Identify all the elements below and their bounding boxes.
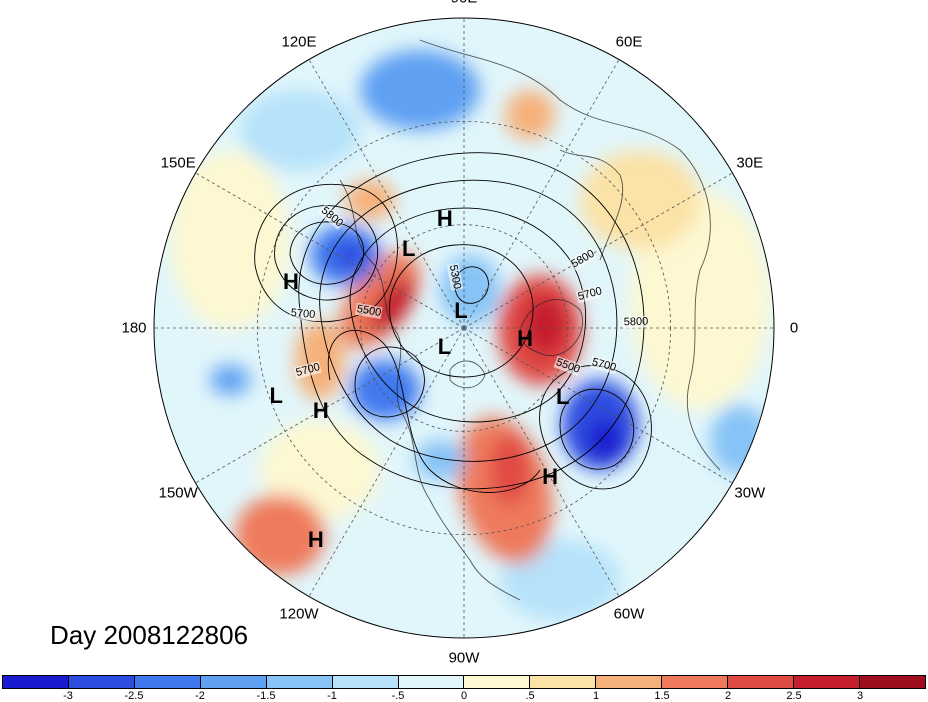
high-pressure-marker: H xyxy=(542,464,559,490)
contour-value-label: 5800 xyxy=(622,315,650,329)
high-pressure-marker: H xyxy=(312,397,329,423)
longitude-label: 30E xyxy=(736,154,764,172)
colorbar-tick-label: 2.5 xyxy=(786,690,802,702)
colorbar-swatch xyxy=(68,676,135,688)
low-pressure-marker: L xyxy=(556,384,570,410)
low-pressure-marker: L xyxy=(437,334,452,360)
meridian-line xyxy=(195,172,465,329)
coastlines xyxy=(339,39,721,601)
meridian-line xyxy=(463,327,620,597)
longitude-label: 120E xyxy=(281,33,317,51)
colorbar-tick-label: 1.5 xyxy=(654,690,670,702)
colorbar-tick-label: -1.5 xyxy=(256,690,276,702)
map-border xyxy=(153,17,775,639)
meridian-line xyxy=(308,59,465,329)
longitude-label: 120W xyxy=(279,605,319,623)
low-pressure-marker: L xyxy=(401,235,416,261)
colorbar-tick-label: 2 xyxy=(724,690,732,702)
colorbar-swatch xyxy=(398,676,465,688)
colorbar-tick-label: -2 xyxy=(195,690,205,702)
colorbar-swatch xyxy=(266,676,333,688)
colorbar-swatch xyxy=(794,676,860,688)
lat-lon-grid xyxy=(154,18,774,638)
longitude-label: 90W xyxy=(448,649,480,667)
longitude-label: 60W xyxy=(613,605,645,623)
colorbar-swatch xyxy=(662,676,729,688)
longitude-label: 180 xyxy=(121,319,147,337)
contour-value-label: 5700 xyxy=(289,306,317,322)
colorbar-swatch xyxy=(200,676,267,688)
colorbar xyxy=(2,675,926,689)
meridian-line xyxy=(308,327,465,597)
longitude-label: 60E xyxy=(615,33,643,51)
longitude-label: 150W xyxy=(158,484,198,502)
colorbar-swatch xyxy=(134,676,201,688)
high-pressure-marker: H xyxy=(517,325,533,351)
meridian-line xyxy=(463,172,733,329)
high-pressure-marker: H xyxy=(307,526,324,552)
meridian-line xyxy=(463,59,620,329)
colorbar-tick-label: 1 xyxy=(592,690,600,702)
colorbar-tick-label: 3 xyxy=(856,690,864,702)
longitude-label: 150E xyxy=(160,154,196,172)
date-title: Day 2008122806 xyxy=(50,620,249,650)
colorbar-swatch xyxy=(530,676,597,688)
colorbar-swatch xyxy=(3,676,69,688)
low-pressure-marker: L xyxy=(454,298,468,324)
height-contours xyxy=(254,152,652,493)
colorbar-swatch xyxy=(728,676,795,688)
low-pressure-marker: L xyxy=(269,383,283,409)
colorbar-swatch xyxy=(859,676,925,688)
colorbar-tick-label: .5 xyxy=(525,690,535,702)
colorbar-swatch xyxy=(332,676,399,688)
high-pressure-marker: H xyxy=(436,206,453,232)
colorbar-swatch xyxy=(464,676,531,688)
longitude-label: 0 xyxy=(789,319,799,337)
colorbar-tick-label: -3 xyxy=(63,690,73,702)
longitude-label: 30W xyxy=(734,484,766,502)
colorbar-tick-label: 0 xyxy=(460,690,468,702)
longitude-label: 90E xyxy=(451,0,478,7)
meridian-line xyxy=(463,327,733,484)
colorbar-tick-label: -.5 xyxy=(391,690,405,702)
colorbar-tick-label: -2.5 xyxy=(124,690,144,702)
colorbar-swatch xyxy=(596,676,663,688)
meridian-line xyxy=(195,327,465,484)
colorbar-tick-label: -1 xyxy=(327,690,337,702)
high-pressure-marker: H xyxy=(283,268,299,294)
